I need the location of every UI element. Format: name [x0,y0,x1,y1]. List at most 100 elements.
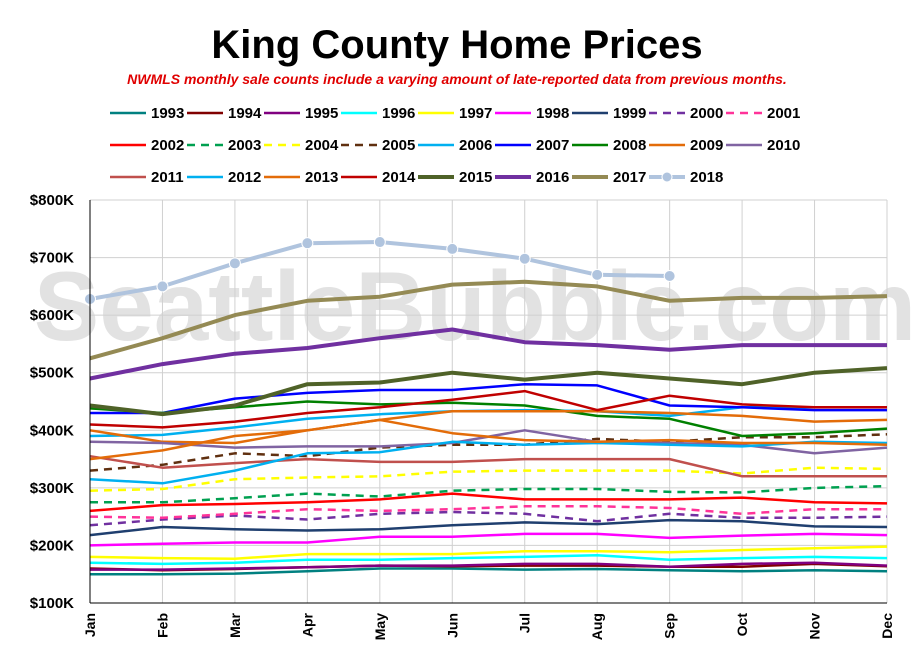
series-line-2013 [89,418,888,461]
y-tick-label: $500K [30,365,74,382]
legend-item-2015: 2015 [418,169,492,186]
x-tick-label: Sep [662,613,678,639]
legend-label: 2014 [382,169,416,186]
data-point [373,236,386,249]
series-1993 [90,567,888,576]
series-1996 [89,553,888,566]
legend-label: 1993 [151,105,184,122]
series-line-2002 [89,492,888,513]
legend-item-2000: 2000 [649,105,723,122]
legend-item-2018: 2018 [649,169,723,186]
legend-label: 1999 [613,105,646,122]
legend-label: 2013 [305,169,338,186]
legend-item-2006: 2006 [418,137,492,154]
legend-label: 1996 [382,105,415,122]
series-1995 [90,561,888,571]
series-2013 [89,418,888,461]
series-2001 [89,505,887,520]
data-point [228,257,241,270]
series-2009 [89,410,888,445]
series-2003 [90,484,888,504]
data-point [663,269,676,282]
chart-title: King County Home Prices [211,23,702,67]
data-point [591,268,604,281]
data-point [518,252,531,265]
series-line-1995 [90,561,888,571]
legend-item-2005: 2005 [341,137,415,154]
series-line-2004 [89,466,888,492]
legend-item-1998: 1998 [495,105,569,122]
series-line-2005 [89,433,888,472]
y-tick-label: $600K [30,307,74,324]
series-line-2007 [90,382,887,415]
series-line-1998 [89,532,888,547]
y-tick-label: $100K [30,595,74,612]
legend-label: 2007 [536,137,569,154]
legend-label: 2009 [690,137,723,154]
legend-label: 2016 [536,169,569,186]
series-line-2016 [89,327,887,381]
series-2005 [89,433,888,472]
legend-item-2016: 2016 [495,169,569,186]
series-line-2001 [89,505,887,520]
series-1997 [89,545,888,560]
legend-label: 1997 [459,105,492,122]
x-tick-label: Dec [879,613,895,639]
x-tick-label: Nov [807,613,823,640]
x-tick-label: Oct [734,613,750,637]
x-tick-label: Feb [154,613,170,638]
legend-label: 2011 [151,169,184,186]
legend-label: 2018 [690,169,723,186]
series-2016 [89,327,887,381]
legend-item-2009: 2009 [649,137,723,154]
y-tick-label: $700K [30,250,74,267]
legend-item-2017: 2017 [572,169,646,186]
x-tick-label: Jun [444,613,460,638]
series-line-1993 [90,567,888,576]
series-line-2000 [89,510,888,527]
series-2017 [89,279,888,361]
series-line-2011 [89,454,887,478]
legend-label: 2017 [613,169,646,186]
legend-item-2007: 2007 [495,137,569,154]
legend-item-1999: 1999 [572,105,646,122]
legend-item-1993: 1993 [110,105,184,122]
legend-label: 2008 [613,137,646,154]
x-tick-label: Jan [82,613,98,637]
legend-label: 1995 [305,105,338,122]
y-tick-label: $400K [30,422,74,439]
legend-item-1996: 1996 [341,105,415,122]
data-point [156,280,169,293]
legend-item-2011: 2011 [110,169,184,186]
series-1998 [89,532,888,547]
series-line-2015 [89,366,888,417]
legend-item-2001: 2001 [726,105,800,122]
y-tick-label: $300K [30,480,74,497]
series-line-2012 [89,440,888,485]
legend-label: 2002 [151,137,184,154]
series-1999 [89,518,888,537]
x-tick-label: Apr [299,612,315,637]
x-tick-label: May [372,613,388,640]
x-tick-label: Aug [589,613,605,640]
legend-item-2013: 2013 [264,169,338,186]
series-line-1996 [89,553,888,566]
legend-label: 2003 [228,137,261,154]
legend-label: 2000 [690,105,723,122]
legend-label: 2006 [459,137,492,154]
data-point [301,237,314,250]
legend-item-2014: 2014 [341,169,416,186]
watermark-text: SeattleBubble.com [34,251,915,361]
legend-label: 1998 [536,105,569,122]
legend-item-1994: 1994 [187,105,262,122]
legend-label: 2015 [459,169,492,186]
legend-label: 2005 [382,137,415,154]
series-2015 [89,366,888,417]
x-tick-label: Mar [227,612,243,637]
legend-label: 2010 [767,137,800,154]
legend-item-2012: 2012 [187,169,261,186]
x-tick-label: Jul [517,613,533,633]
legend-item-2010: 2010 [726,137,800,154]
legend-item-2008: 2008 [572,137,646,154]
